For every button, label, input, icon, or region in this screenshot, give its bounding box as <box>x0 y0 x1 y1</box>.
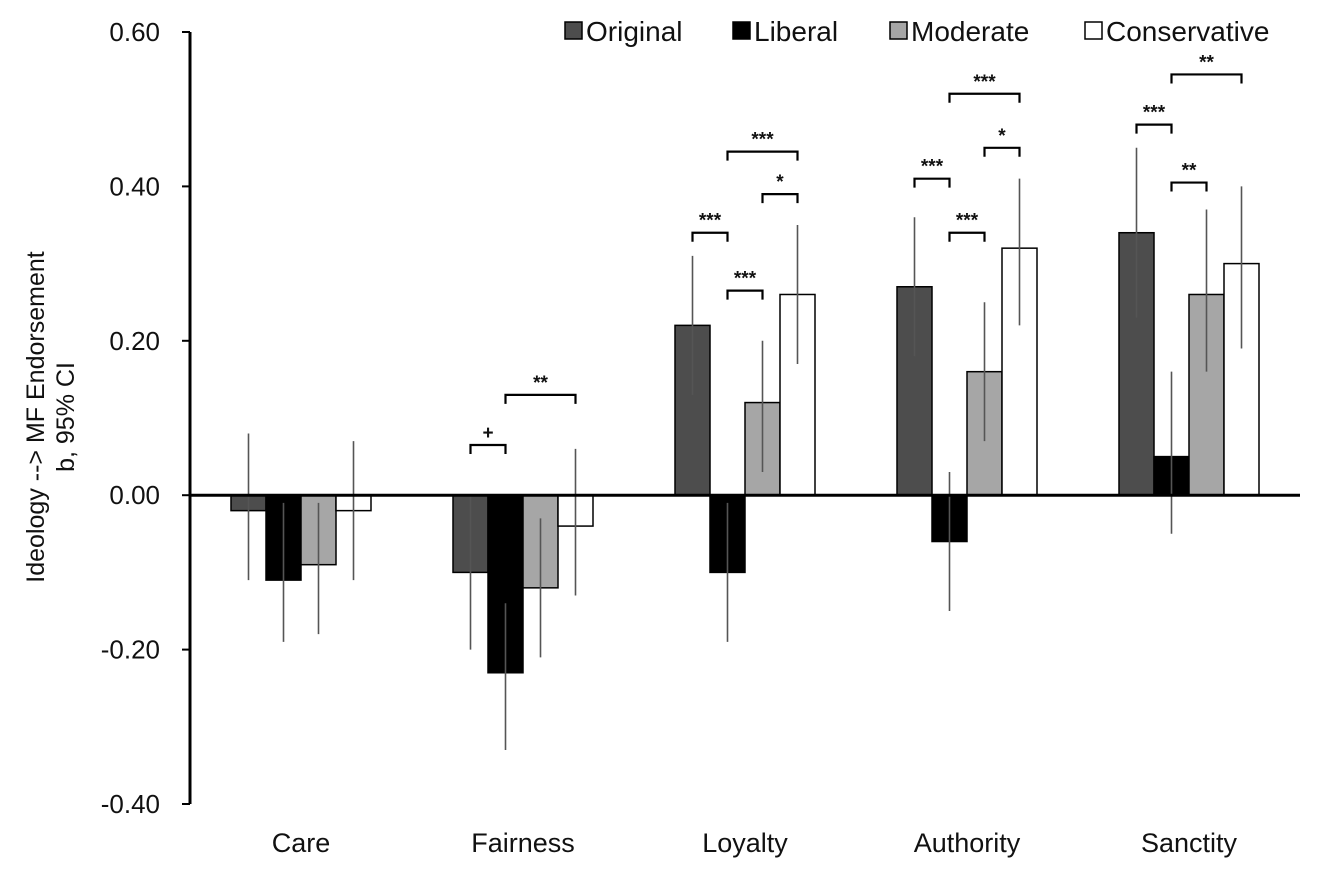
legend-swatch-moderate <box>889 21 908 40</box>
significance-bracket <box>983 146 1021 157</box>
significance-label: + <box>482 423 493 444</box>
significance-bracket <box>761 193 799 204</box>
y-tick-label: 0.20 <box>109 326 160 356</box>
significance-bracket <box>691 231 729 242</box>
error-bars-layer <box>247 147 1243 750</box>
significance-label: * <box>998 126 1006 147</box>
significance-bracket <box>948 231 986 242</box>
significance-label: *** <box>956 211 979 232</box>
significance-label: *** <box>699 211 722 232</box>
y-axis-label-line1: Ideology --> MF Endorsement <box>22 251 50 582</box>
significance-layer: +***************************** <box>469 52 1243 455</box>
significance-bracket <box>726 150 799 161</box>
significance-label: *** <box>734 269 757 290</box>
legend-swatch-conservative <box>1084 21 1103 40</box>
significance-bracket <box>1135 123 1173 134</box>
legend-label-moderate: Moderate <box>911 16 1029 47</box>
legend: Original Liberal Moderate Conservative <box>564 16 1269 47</box>
significance-label: *** <box>1143 103 1166 124</box>
legend-swatch-liberal <box>732 21 751 40</box>
y-tick-label: 0.40 <box>109 171 160 201</box>
significance-label: *** <box>973 72 996 93</box>
significance-bracket <box>726 289 764 300</box>
bars-layer <box>230 231 1260 674</box>
y-tick-label: 0.00 <box>109 480 160 510</box>
x-category-label-sanctity: Sanctity <box>1141 828 1238 858</box>
significance-label: *** <box>751 130 774 151</box>
x-category-label-loyalty: Loyalty <box>702 828 788 858</box>
y-axis-label-line2: b, 95% CI <box>52 362 80 472</box>
significance-label: ** <box>533 373 548 394</box>
x-category-label-authority: Authority <box>914 828 1021 858</box>
legend-label-liberal: Liberal <box>754 16 838 47</box>
significance-label: * <box>776 172 784 193</box>
legend-label-conservative: Conservative <box>1106 16 1269 47</box>
legend-swatch-original <box>564 21 583 40</box>
axes-layer: -0.40 -0.20 0.00 0.20 0.40 0.60 Care Fairness Lo… <box>101 17 1300 858</box>
y-tick-label: -0.20 <box>101 635 160 665</box>
significance-bracket <box>948 92 1021 103</box>
significance-label: ** <box>1182 161 1197 182</box>
significance-bracket <box>1170 181 1208 192</box>
significance-label: *** <box>921 157 944 178</box>
x-category-label-care: Care <box>272 828 331 858</box>
y-tick-label: -0.40 <box>101 789 160 819</box>
significance-bracket <box>504 393 577 404</box>
significance-label: ** <box>1199 52 1214 73</box>
significance-bracket <box>1170 73 1243 84</box>
significance-bracket <box>469 443 507 455</box>
significance-bracket <box>913 177 951 188</box>
legend-label-original: Original <box>586 16 682 47</box>
y-axis-label: Ideology --> MF Endorsement b, 95% CI <box>22 251 80 582</box>
x-category-label-fairness: Fairness <box>471 828 575 858</box>
y-tick-label: 0.60 <box>109 17 160 47</box>
